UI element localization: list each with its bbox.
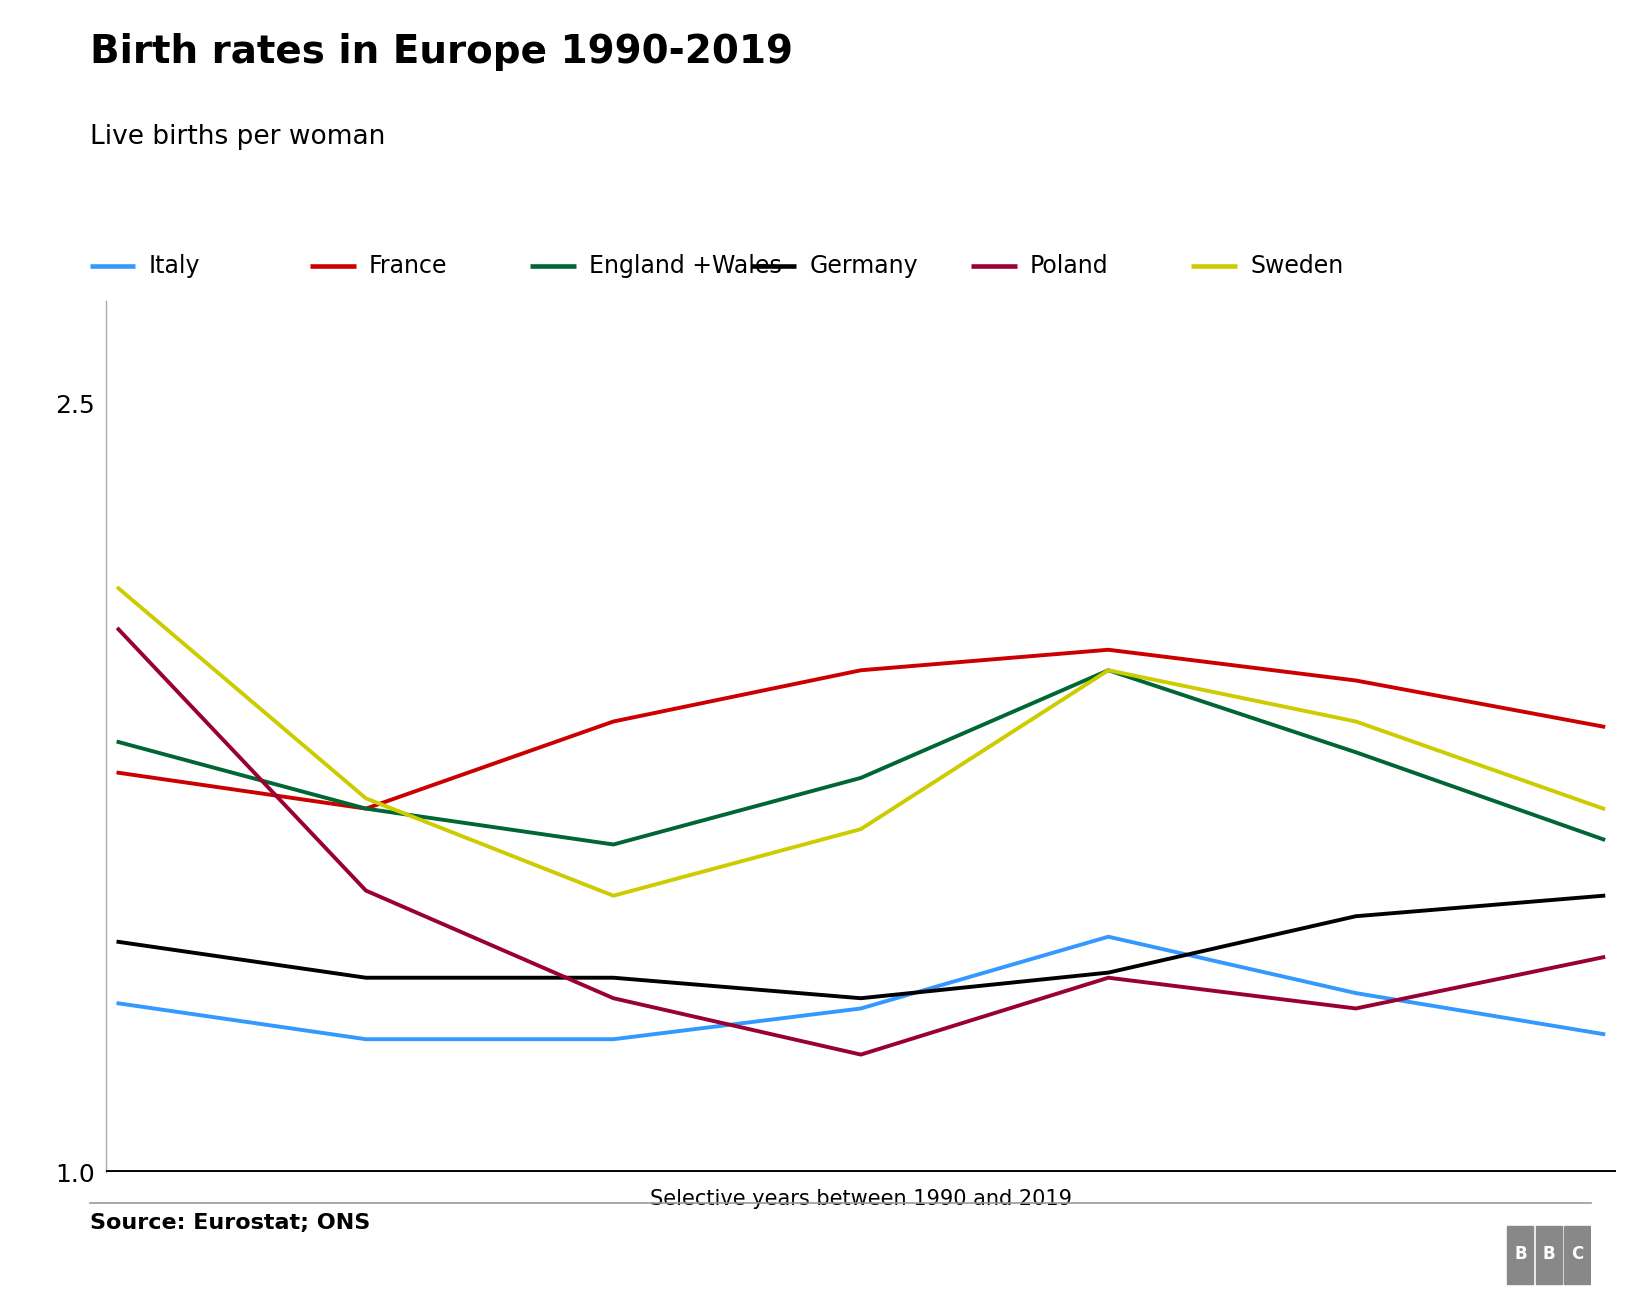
Text: B: B xyxy=(1542,1244,1555,1263)
Text: Italy: Italy xyxy=(149,254,201,278)
Text: Live births per woman: Live births per woman xyxy=(90,124,385,151)
Text: Poland: Poland xyxy=(1030,254,1108,278)
Text: Birth rates in Europe 1990-2019: Birth rates in Europe 1990-2019 xyxy=(90,33,793,71)
Bar xyxy=(1508,1226,1534,1284)
Bar xyxy=(1563,1226,1590,1284)
Text: Germany: Germany xyxy=(809,254,919,278)
Bar xyxy=(1536,1226,1562,1284)
Text: France: France xyxy=(369,254,447,278)
Text: Source: Eurostat; ONS: Source: Eurostat; ONS xyxy=(90,1213,370,1233)
Text: C: C xyxy=(1572,1244,1583,1263)
Text: Sweden: Sweden xyxy=(1250,254,1343,278)
Text: B: B xyxy=(1514,1244,1528,1263)
Text: England +Wales: England +Wales xyxy=(589,254,782,278)
X-axis label: Selective years between 1990 and 2019: Selective years between 1990 and 2019 xyxy=(650,1189,1072,1209)
